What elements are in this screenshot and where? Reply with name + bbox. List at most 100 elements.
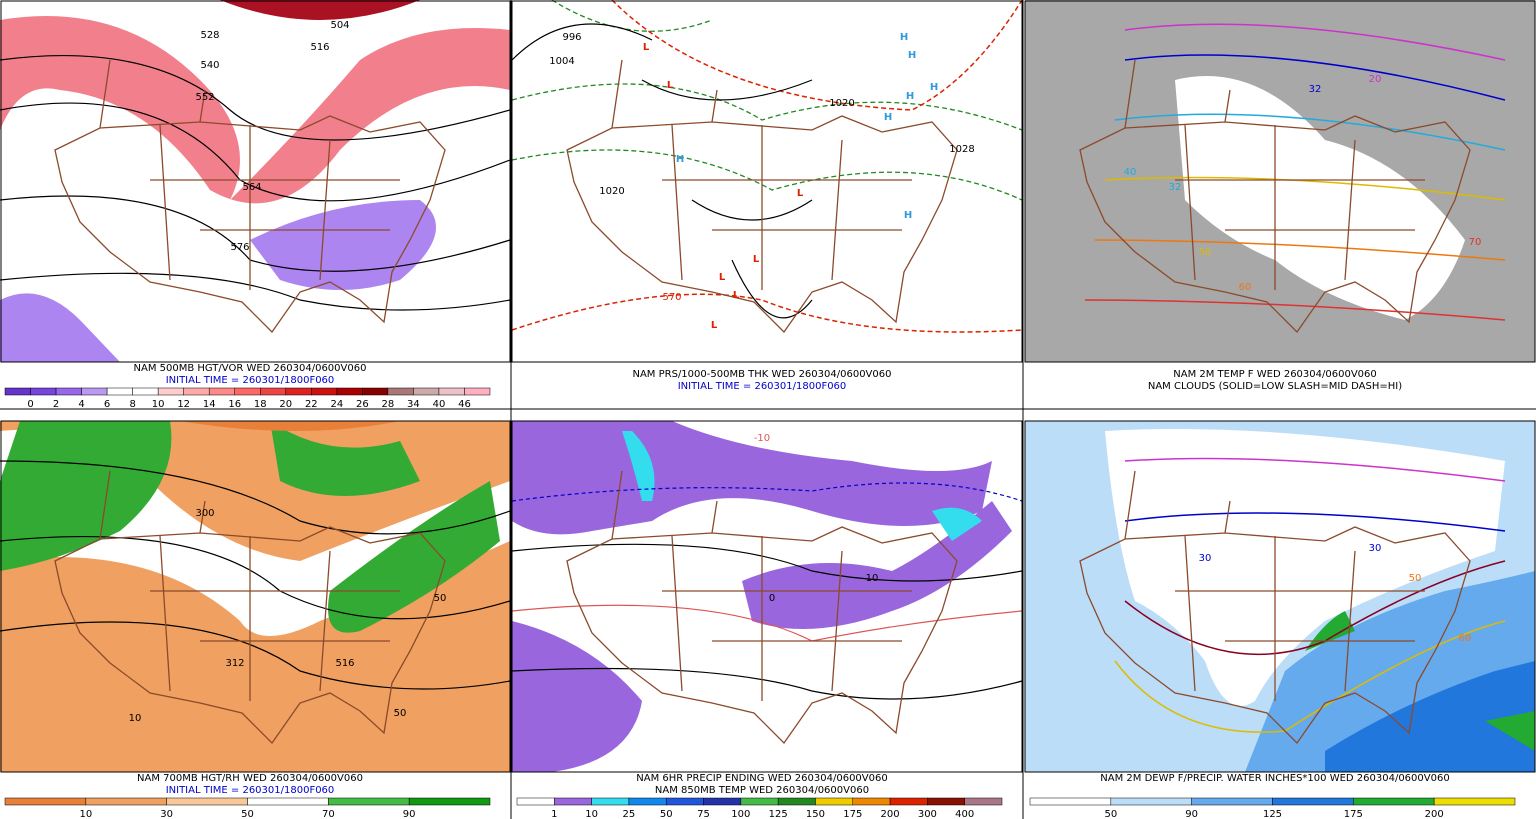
colorbar-label: 10: [585, 809, 598, 819]
colorbar-label: 200: [1425, 809, 1444, 819]
dewpoint-contour: [1124, 512, 1506, 532]
colorbar-label: 175: [843, 809, 862, 819]
colorbar-label: 12: [177, 399, 190, 410]
colorbar-swatch: [815, 797, 854, 806]
map-label: 1028: [949, 144, 974, 155]
map-700mb: [0, 420, 511, 773]
map-label: 50: [1409, 573, 1422, 584]
vorticity-area: [0, 200, 436, 362]
colorbar-label: 50: [660, 809, 673, 819]
caption: INITIAL TIME = 260301/1800F060: [166, 375, 335, 386]
map-label: L: [667, 80, 674, 91]
colorbar-swatch: [166, 797, 248, 806]
map-label: 32: [1309, 84, 1322, 95]
temp-contour: [511, 604, 1023, 642]
colorbar-swatch: [362, 387, 389, 396]
map-label: 516: [335, 658, 354, 669]
temp-contour: [1124, 54, 1506, 101]
colorbar-label: 28: [382, 399, 395, 410]
colorbar-swatch: [665, 797, 704, 806]
caption: NAM PRS/1000-500MB THK WED 260304/0600V0…: [632, 369, 891, 380]
map-frame: [511, 0, 1023, 363]
colorbar-swatch: [55, 387, 82, 396]
map-label: 50: [1199, 247, 1212, 258]
colorbar-label: 0: [27, 399, 33, 410]
colorbar-label: 46: [458, 399, 471, 410]
caption: NAM 500MB HGT/VOR WED 260304/0600V060: [134, 363, 367, 374]
colorbar-label: 24: [330, 399, 343, 410]
colorbar-label: 34: [407, 399, 420, 410]
colorbar-label: 25: [623, 809, 636, 819]
map-label: 30: [1369, 543, 1382, 554]
map-frame: [1024, 0, 1536, 363]
map-label: 30: [1199, 553, 1212, 564]
map-frame: [0, 0, 511, 363]
colorbar-label: 22: [305, 399, 318, 410]
map-precip: [511, 420, 1023, 773]
precip-area: [622, 431, 982, 541]
map-label: -10: [754, 433, 770, 444]
colorbar-swatch: [1191, 797, 1273, 806]
colorbar-swatch: [777, 797, 816, 806]
map-label: H: [908, 50, 916, 61]
caption: NAM 700MB HGT/RH WED 260304/0600V060: [137, 773, 363, 784]
caption: NAM 850MB TEMP WED 260304/0600V060: [655, 785, 869, 796]
map-label: 70: [1469, 237, 1482, 248]
map-label: 10: [866, 573, 879, 584]
pw-area: [1105, 429, 1505, 706]
colorbar-swatch: [1029, 797, 1112, 806]
map-500mb: [0, 0, 511, 363]
vorticity-area: [220, 0, 420, 20]
temp-contour: [511, 482, 1023, 502]
pw-area: [1305, 611, 1535, 751]
pressure-contour: [511, 23, 813, 319]
map-label: 1020: [829, 98, 854, 109]
colorbar-swatch: [234, 387, 261, 396]
map-label: 32: [1169, 182, 1182, 193]
temp-contour: [511, 543, 1023, 700]
map-label: 10: [129, 713, 142, 724]
map-label: 50: [434, 593, 447, 604]
caption: INITIAL TIME = 260301/1800F060: [678, 381, 847, 392]
map-label: 60: [1459, 633, 1472, 644]
colorbar-label: 10: [152, 399, 165, 410]
temp-contour: [1114, 113, 1506, 151]
colorbar-swatch: [464, 387, 491, 396]
colorbar-swatch: [1272, 797, 1354, 806]
colorbar-label: 50: [241, 809, 254, 819]
colorbar-label: 200: [881, 809, 900, 819]
map-label: 1020: [599, 186, 624, 197]
thickness-contour: [511, 0, 1023, 333]
colorbar-label: 2: [53, 399, 59, 410]
map-label: L: [733, 290, 740, 301]
colorbar-swatch: [889, 797, 928, 806]
colorbar-swatch: [1433, 797, 1516, 806]
map-label: 540: [200, 60, 219, 71]
dewpoint-contour: [1124, 457, 1506, 482]
colorbar-label: 4: [78, 399, 84, 410]
colorbar-label: 16: [228, 399, 241, 410]
map-label: 0: [769, 593, 775, 604]
colorbar-label: 300: [918, 809, 937, 819]
colorbar-label: 26: [356, 399, 369, 410]
map-label: L: [753, 254, 760, 265]
colorbar-swatch: [85, 797, 167, 806]
map-label: L: [719, 272, 726, 283]
map-frame: [1024, 420, 1536, 773]
colorbar-label: 90: [403, 809, 416, 819]
colorbar-swatch: [336, 387, 363, 396]
map-label: H: [900, 32, 908, 43]
map-label: 504: [330, 20, 349, 31]
colorbar-swatch: [408, 797, 491, 806]
map-dewpoint: [1024, 420, 1536, 773]
colorbar-swatch: [740, 797, 779, 806]
map-label: 564: [242, 182, 261, 193]
map-label: 300: [195, 508, 214, 519]
colorbar-label: 6: [104, 399, 110, 410]
colorbar-swatch: [311, 387, 338, 396]
caption: NAM 6HR PRECIP ENDING WED 260304/0600V06…: [636, 773, 887, 784]
colorbar-label: 400: [955, 809, 974, 819]
rh-area: [0, 421, 500, 633]
map-label: 60: [1239, 282, 1252, 293]
